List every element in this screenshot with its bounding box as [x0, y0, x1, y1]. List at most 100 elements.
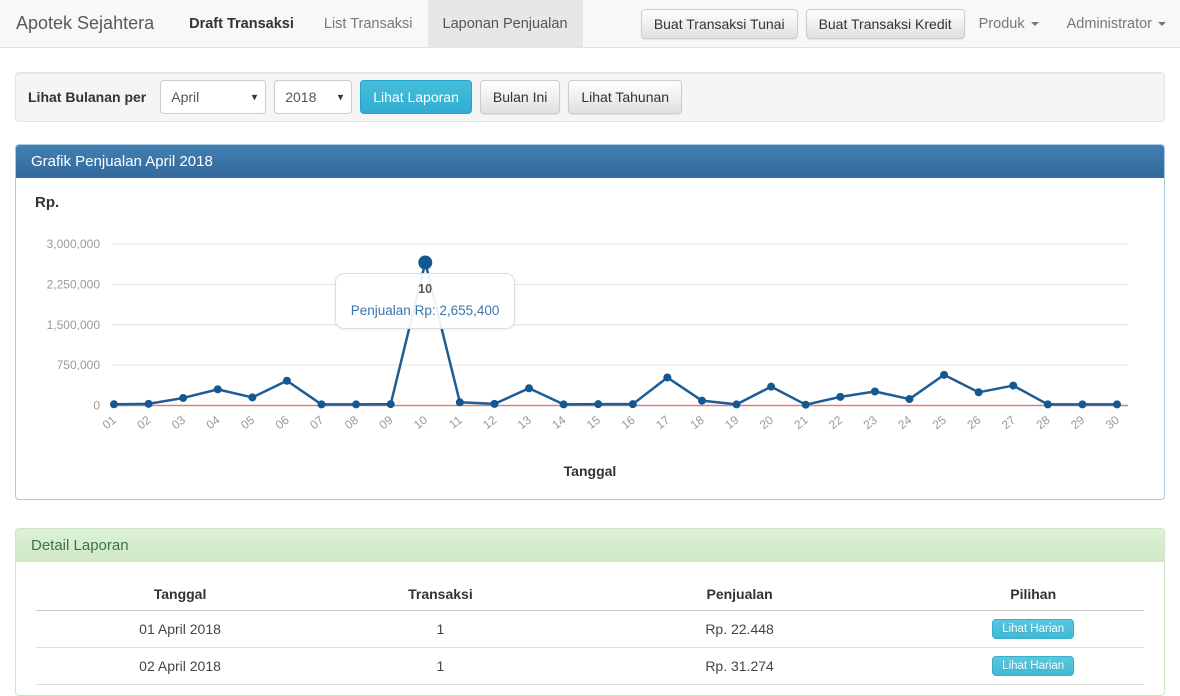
year-select[interactable]: 2018 [274, 80, 353, 114]
x-tick-label: 26 [964, 413, 983, 432]
buat-transaksi-kredit-button[interactable]: Buat Transaksi Kredit [805, 8, 965, 39]
data-point[interactable] [801, 400, 810, 409]
x-tick-label: 19 [722, 413, 741, 432]
table-row: 01 April 2018 1 Rp. 22.448 Lihat Harian [36, 610, 1144, 648]
x-tick-label: 17 [653, 413, 672, 432]
tooltip-value: Penjualan Rp: 2,655,400 [350, 302, 500, 318]
x-tick-label: 28 [1034, 413, 1053, 432]
data-point[interactable] [940, 370, 949, 379]
detail-table: Tanggal Transaksi Penjualan Pilihan 01 Apri… [36, 578, 1144, 685]
x-tick-label: 23 [861, 413, 880, 432]
data-point[interactable] [179, 393, 188, 402]
tooltip-day-label: 10 [418, 281, 433, 296]
administrator-dropdown[interactable]: Administrator [1053, 16, 1180, 32]
detail-panel: Detail Laporan Tanggal Transaksi Penjualan… [15, 528, 1165, 696]
x-tick-label: 27 [999, 413, 1018, 432]
x-tick-label: 25 [930, 413, 949, 432]
buat-transaksi-tunai-button[interactable]: Buat Transaksi Tunai [640, 8, 798, 39]
data-point[interactable] [905, 395, 914, 404]
produk-dropdown[interactable]: Produk [965, 16, 1053, 32]
data-point[interactable] [455, 398, 464, 407]
series-line [112, 261, 1119, 406]
penjualan-cell: Rp. 22.448 [556, 610, 923, 648]
filter-label: Lihat Bulanan per [28, 89, 147, 105]
transaksi-cell: 1 [324, 610, 557, 648]
x-tick-label: 16 [618, 413, 637, 432]
data-point[interactable] [697, 396, 706, 405]
nav-item-draft-transaksi[interactable]: Draft Transaksi [189, 15, 294, 32]
navbar-buttons: Buat Transaksi Tunai Buat Transaksi Kred… [640, 8, 965, 39]
tanggal-cell: 02 April 2018 [36, 647, 325, 685]
lihat-tahunan-button[interactable]: Lihat Tahunan [568, 80, 683, 114]
chevron-down-icon [1158, 21, 1166, 26]
nav-item-laporan-penjualan[interactable]: Laponan Penjualan [427, 0, 583, 47]
data-point[interactable] [213, 385, 222, 394]
data-point[interactable] [836, 392, 845, 401]
x-tick-label: 08 [342, 413, 361, 432]
produk-dropdown-label: Produk [978, 15, 1025, 32]
data-point[interactable] [1009, 381, 1018, 390]
x-tick-label: 11 [446, 413, 465, 432]
x-tick-label: 03 [169, 413, 188, 432]
x-tick-label: 29 [1068, 413, 1087, 432]
data-point[interactable] [352, 400, 361, 409]
detail-panel-title: Detail Laporan [16, 529, 1164, 562]
data-point[interactable] [1078, 400, 1087, 409]
x-tick-label: 01 [100, 413, 119, 432]
x-tick-label: 20 [757, 413, 776, 432]
column-header: Pilihan [922, 578, 1144, 611]
table-row: 02 April 2018 1 Rp. 31.274 Lihat Harian [36, 647, 1144, 685]
nav-item-list-transaksi[interactable]: List Transaksi [323, 15, 413, 32]
data-point[interactable] [870, 387, 879, 396]
chart-panel: Grafik Penjualan April 2018 Rp. 0 750,000… [15, 144, 1165, 500]
data-point[interactable] [386, 400, 395, 409]
x-tick-label: 13 [515, 413, 534, 432]
x-tick-label: 18 [688, 413, 707, 432]
pilihan-cell: Lihat Harian [922, 647, 1144, 685]
month-select[interactable]: April [160, 80, 267, 114]
x-tick-label: 10 [411, 413, 430, 432]
navbar: Apotek Sejahtera Draft Transaksi List Tr… [0, 0, 1180, 48]
y-tick-label: 0 [93, 399, 100, 413]
data-point[interactable] [248, 393, 257, 402]
data-point[interactable] [490, 399, 499, 408]
data-point[interactable] [974, 388, 983, 397]
data-point[interactable] [317, 400, 326, 409]
chart-tooltip: 10 Penjualan Rp: 2,655,400 [334, 272, 516, 329]
column-header: Penjualan [556, 578, 923, 611]
x-tick-label: 12 [480, 413, 499, 432]
chart-panel-body: Rp. 0 750,000 1,500,000 2,250,000 3,000,000 0… [16, 178, 1164, 499]
bulan-ini-button[interactable]: Bulan Ini [479, 80, 561, 114]
sales-line-chart[interactable]: 0 750,000 1,500,000 2,250,000 3,000,000 01 02 0… [31, 221, 1149, 441]
x-tick-label: 09 [376, 413, 395, 432]
data-point[interactable] [628, 400, 637, 409]
lihat-laporan-button[interactable]: Lihat Laporan [360, 80, 472, 114]
app-brand[interactable]: Apotek Sejahtera [16, 13, 155, 33]
chart-canvas[interactable]: 0 750,000 1,500,000 2,250,000 3,000,000 01 02 0… [31, 221, 1149, 436]
year-select-wrap: 2018 [274, 80, 353, 114]
lihat-harian-button[interactable]: Lihat Harian [992, 656, 1075, 676]
data-point[interactable] [1113, 400, 1121, 409]
data-point[interactable] [732, 400, 741, 409]
detail-panel-body: Tanggal Transaksi Penjualan Pilihan 01 Apri… [16, 562, 1164, 695]
transaksi-cell: 1 [324, 647, 557, 685]
y-tick-label: 2,250,000 [47, 277, 101, 291]
data-point[interactable] [144, 399, 153, 408]
month-select-wrap: April [160, 80, 267, 114]
data-point[interactable] [594, 400, 603, 409]
data-point[interactable] [110, 400, 118, 409]
data-point[interactable] [1043, 400, 1052, 409]
data-point[interactable] [663, 373, 672, 382]
column-header: Tanggal [36, 578, 325, 611]
navbar-right: Buat Transaksi Tunai Buat Transaksi Kred… [640, 0, 1180, 47]
data-point[interactable] [282, 376, 291, 385]
x-tick-label: 24 [895, 413, 914, 432]
data-point[interactable] [525, 384, 534, 393]
data-point[interactable] [559, 400, 568, 409]
data-point[interactable] [767, 382, 776, 391]
x-tick-label: 07 [307, 413, 326, 432]
y-tick-label: 750,000 [57, 358, 101, 372]
lihat-harian-button[interactable]: Lihat Harian [992, 619, 1075, 639]
data-point[interactable] [418, 255, 433, 270]
y-axis-title: Rp. [35, 194, 60, 211]
